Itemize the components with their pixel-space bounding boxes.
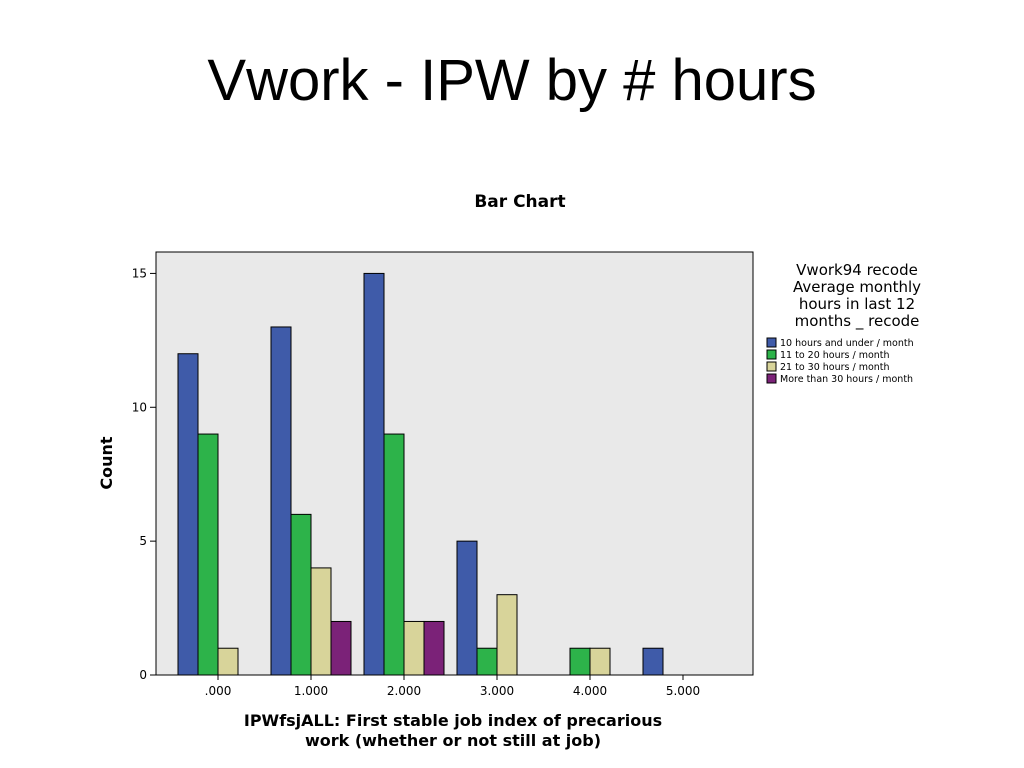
plot-area [155,251,754,676]
y-tick-label: 10 [132,400,147,414]
bar-series-1-category-1 [177,353,199,676]
y-tick-label: 0 [139,668,147,682]
legend-title-line-3: hours in last 12 [799,295,915,313]
bar-series-3-category-1 [217,647,239,676]
x-tick-label: 2.000 [387,684,421,698]
slide-title: Vwork - IPW by # hours [207,48,817,113]
bar-series-3-category-4 [496,594,518,676]
x-axis-title-line-1: IPWfsjALL: First stable job index of pre… [244,711,662,730]
bar-series-3-category-2 [310,567,332,676]
legend-title-line-1: Vwork94 recode [796,261,918,279]
legend-title-line-2: Average monthly [793,278,921,296]
x-tick-label: 3.000 [480,684,514,698]
x-tick-label: 5.000 [666,684,700,698]
bar-series-1-category-4 [456,540,478,676]
legend-swatch-4 [766,373,777,384]
chart-title: Bar Chart [474,192,565,212]
legend-label-2: 11 to 20 hours / month [780,350,890,361]
legend-label-1: 10 hours and under / month [780,338,914,349]
bar-series-4-category-2 [330,620,352,676]
x-axis: .000 1.000 2.000 3.000 4.000 5.000 [205,675,700,698]
legend: Vwork94 recode Average monthly hours in … [766,261,921,385]
y-tick-label: 15 [132,266,147,280]
bar-series-2-category-5 [569,647,591,676]
bar-series-2-category-2 [290,513,312,676]
bars [177,272,664,676]
bar-series-4-category-3 [423,620,445,676]
legend-title-line-4: months _ recode [795,312,920,331]
bar-series-3-category-3 [403,620,425,676]
y-axis-title: Count [97,436,116,490]
bar-series-2-category-3 [383,433,405,676]
x-tick-label: 4.000 [573,684,607,698]
bar-series-1-category-3 [363,272,385,676]
bar-series-3-category-5 [589,647,611,676]
y-axis: 0 5 10 15 [132,266,156,682]
legend-swatch-1 [766,337,777,348]
x-tick-label: .000 [205,684,232,698]
legend-swatch-3 [766,361,777,372]
bar-series-2-category-4 [476,647,498,676]
bar-series-2-category-1 [197,433,219,676]
bar-series-1-category-6 [642,647,664,676]
legend-swatch-2 [766,349,777,360]
x-axis-title-line-2: work (whether or not still at job) [305,731,601,750]
bar-series-1-category-2 [270,326,292,676]
y-tick-label: 5 [139,534,147,548]
legend-label-3: 21 to 30 hours / month [780,362,890,373]
legend-label-4: More than 30 hours / month [780,374,913,385]
x-tick-label: 1.000 [294,684,328,698]
